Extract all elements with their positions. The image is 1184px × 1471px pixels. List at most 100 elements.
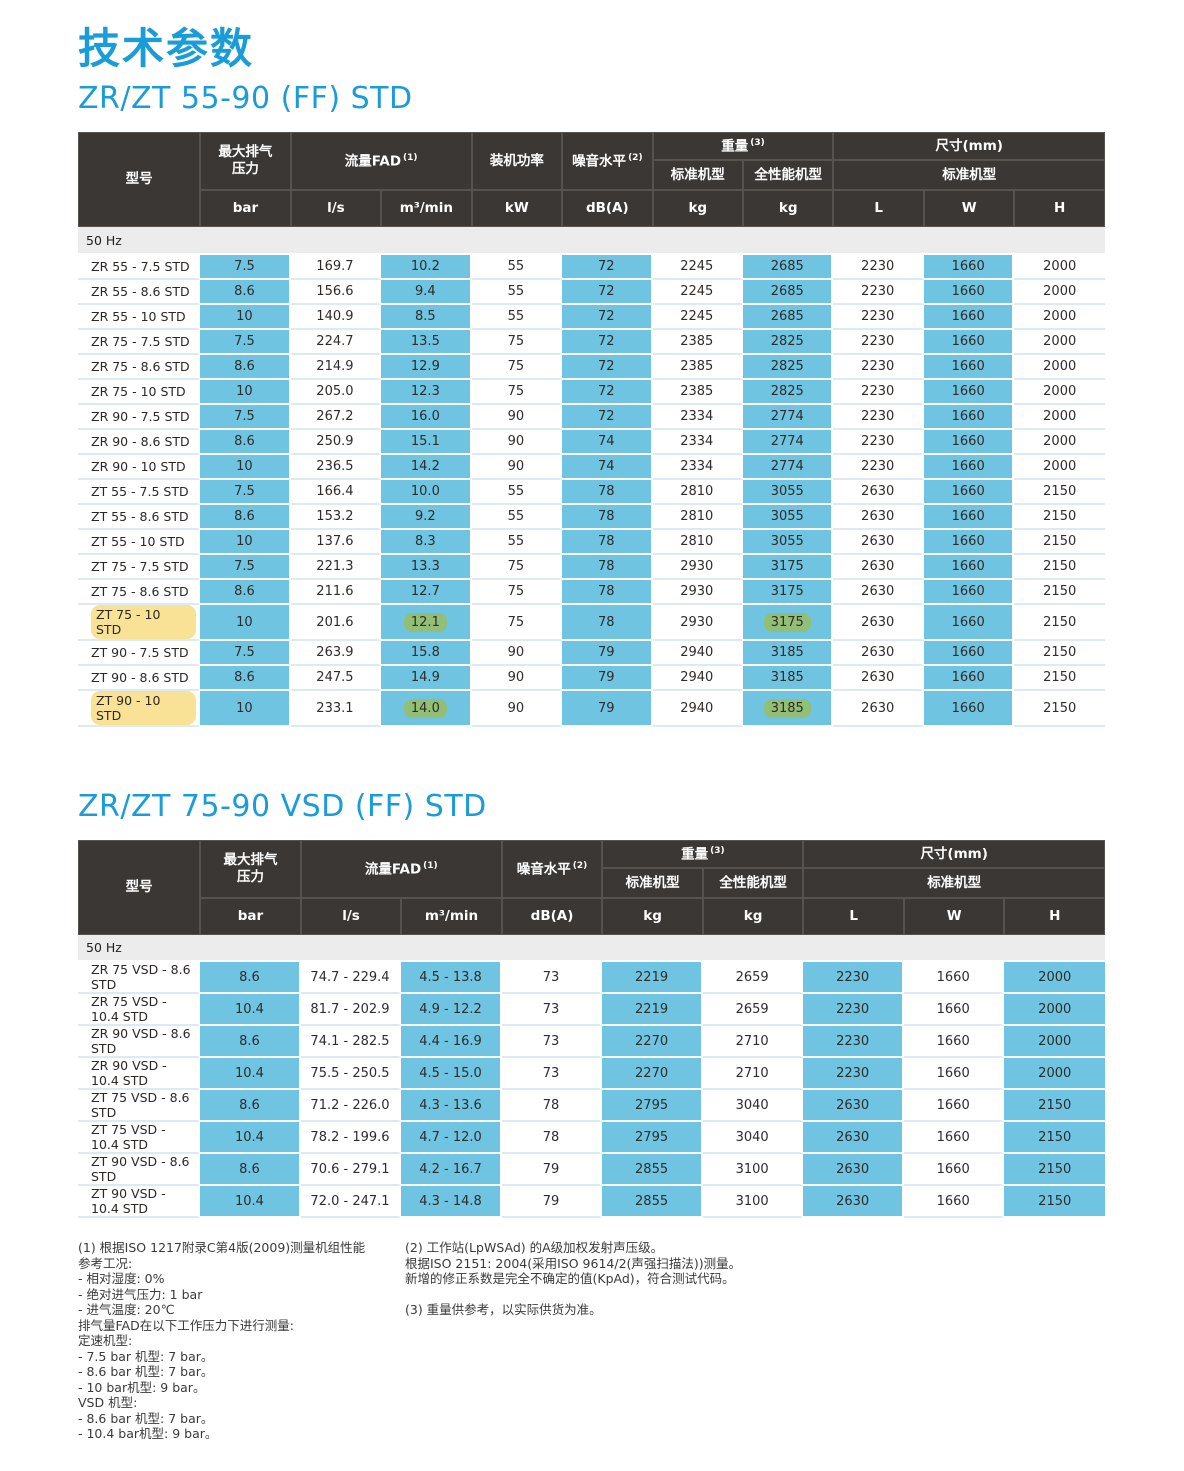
model-cell: ZR 75 - 7.5 STD	[78, 330, 201, 356]
kg_full-cell: 3040	[702, 1090, 804, 1123]
W-cell: 1660	[903, 1186, 1005, 1219]
model-cell: ZT 90 - 7.5 STD	[78, 641, 201, 667]
header-superscript: (1)	[423, 860, 438, 871]
kw-cell: 55	[471, 505, 563, 531]
table-row: ZT 90 VSD - 8.6 STD 8.6 70.6 - 279.1 4.2 - …	[78, 1154, 1105, 1187]
kg_full-cell: 2825	[743, 330, 834, 356]
W-cell: 1660	[923, 430, 1015, 456]
kg_full-cell: 2710	[702, 1058, 804, 1091]
model-cell: ZT 90 - 8.6 STD	[78, 666, 201, 692]
kg_std-cell: 2855	[602, 1154, 703, 1187]
model-cell: ZR 90 - 7.5 STD	[78, 405, 201, 431]
model-cell: ZT 90 VSD - 10.4 STD	[78, 1186, 201, 1219]
kg_full-cell: 3100	[702, 1154, 804, 1187]
W-cell: 1660	[923, 641, 1015, 667]
m3min-cell: 8.3	[381, 530, 472, 556]
footnote-line: - 进气温度: 20℃	[78, 1302, 175, 1318]
bar-cell: 7.5	[200, 255, 291, 281]
col-header-model: 型号	[78, 840, 201, 936]
bar-cell: 10.4	[200, 1122, 301, 1155]
H-cell: 2150	[1004, 1090, 1105, 1123]
footnote-line: 根据ISO 2151: 2004(采用ISO 9614/2(声强扫描法))测量。	[405, 1255, 742, 1271]
ls-cell: 233.1	[290, 691, 382, 728]
kg_full-cell: 3175	[743, 555, 834, 581]
col-header-weight-fullfeature: 全性能机型	[702, 868, 804, 899]
kw-cell: 75	[471, 605, 563, 642]
dba-cell: 72	[562, 380, 653, 406]
ls-cell: 75.5 - 250.5	[300, 1058, 402, 1091]
model-cell: ZR 90 VSD - 10.4 STD	[78, 1058, 201, 1091]
W-cell: 1660	[923, 280, 1015, 306]
table-row: ZT 90 - 10 STD 10 233.1 14.0 90 79 2940 3185 263…	[78, 691, 1105, 728]
L-cell: 2230	[803, 962, 904, 995]
kg_std-cell: 2245	[652, 280, 744, 306]
table-row: ZT 75 VSD - 10.4 STD 10.4 78.2 - 199.6 4.7 …	[78, 1122, 1105, 1155]
col-header-weight: 重量 (3)	[652, 132, 834, 161]
model-cell: ZT 75 - 8.6 STD	[78, 580, 201, 606]
kg_std-cell: 2385	[652, 355, 744, 381]
m3min-cell: 4.4 - 16.9	[401, 1026, 502, 1059]
col-header-weight-fullfeature: 全性能机型	[743, 160, 834, 191]
highlight-yellow: ZT 75 - 10 STD	[91, 605, 197, 640]
H-cell: 2150	[1004, 1122, 1105, 1155]
footnote-line: VSD 机型:	[78, 1395, 138, 1411]
unit-m3min: m³/min	[381, 190, 472, 228]
kg_full-cell: 2774	[743, 455, 834, 481]
table-row: ZT 55 - 10 STD 10 137.6 8.3 55 78 2810 3055 2630…	[78, 530, 1105, 556]
kg_std-cell: 2810	[652, 530, 744, 556]
W-cell: 1660	[923, 530, 1015, 556]
ls-cell: 263.9	[290, 641, 382, 667]
ls-cell: 250.9	[290, 430, 382, 456]
kw-cell: 55	[471, 280, 563, 306]
spec-table-std: 型号 最大排气 压力 流量FAD (1) 装机功率 噪音水平 (2) 重量 (3) 尺…	[78, 132, 1105, 728]
H-cell: 2150	[1014, 641, 1105, 667]
W-cell: 1660	[903, 994, 1005, 1027]
model-cell: ZR 90 VSD - 8.6 STD	[78, 1026, 201, 1059]
H-cell: 2150	[1014, 666, 1105, 692]
H-cell: 2150	[1014, 691, 1105, 728]
dba-cell: 72	[562, 405, 653, 431]
kw-cell: 55	[471, 530, 563, 556]
ls-cell: 153.2	[290, 505, 382, 531]
table-row: ZT 90 VSD - 10.4 STD 10.4 72.0 - 247.1 4.3 …	[78, 1186, 1105, 1219]
bar-cell: 8.6	[200, 962, 301, 995]
H-cell: 2000	[1004, 1026, 1105, 1059]
kw-cell: 75	[471, 580, 563, 606]
m3min-cell: 4.3 - 14.8	[401, 1186, 502, 1219]
H-cell: 2150	[1014, 480, 1105, 506]
footnote-line: 排气量FAD在以下工作压力下进行测量:	[78, 1317, 294, 1333]
model-cell: ZR 90 - 8.6 STD	[78, 430, 201, 456]
bar-cell: 10	[200, 380, 291, 406]
W-cell: 1660	[903, 962, 1005, 995]
frequency-section-label: 50 Hz	[78, 227, 1105, 256]
kg_std-cell: 2219	[602, 994, 703, 1027]
page-title: 技术参数	[78, 24, 255, 73]
m3min-cell: 16.0	[381, 405, 472, 431]
bar-cell: 8.6	[200, 580, 291, 606]
frequency-section-label: 50 Hz	[78, 935, 1105, 963]
table-row: ZR 90 VSD - 8.6 STD 8.6 74.1 - 282.5 4.4 - …	[78, 1026, 1105, 1059]
ls-cell: 267.2	[290, 405, 382, 431]
W-cell: 1660	[923, 605, 1015, 642]
table1-title: ZR/ZT 55-90 (FF) STD	[78, 81, 413, 117]
kg_std-cell: 2385	[652, 380, 744, 406]
kg_std-cell: 2334	[652, 455, 744, 481]
col-header-power: 装机功率	[471, 132, 563, 191]
kg_full-cell: 3175	[743, 580, 834, 606]
kg_full-cell: 3055	[743, 480, 834, 506]
kg_std-cell: 2795	[602, 1122, 703, 1155]
model-cell: ZT 75 VSD - 10.4 STD	[78, 1122, 201, 1155]
W-cell: 1660	[903, 1122, 1005, 1155]
H-cell: 2000	[1004, 962, 1105, 995]
frequency-section-row: 50 Hz	[78, 935, 1105, 963]
L-cell: 2230	[833, 455, 924, 481]
footnote-line: (2) 工作站(LpWSAd) 的A级加权发射声压级。	[405, 1240, 664, 1256]
kg_std-cell: 2245	[652, 255, 744, 281]
kg_full-cell: 3185	[743, 691, 834, 728]
unit-kg-standard: kg	[652, 190, 744, 228]
m3min-cell: 9.4	[381, 280, 472, 306]
W-cell: 1660	[923, 555, 1015, 581]
table2-body: ZR 75 VSD - 8.6 STD 8.6 74.7 - 229.4 4.5 - …	[78, 962, 1105, 1219]
ls-cell: 140.9	[290, 305, 382, 331]
model-cell: ZT 55 - 10 STD	[78, 530, 201, 556]
